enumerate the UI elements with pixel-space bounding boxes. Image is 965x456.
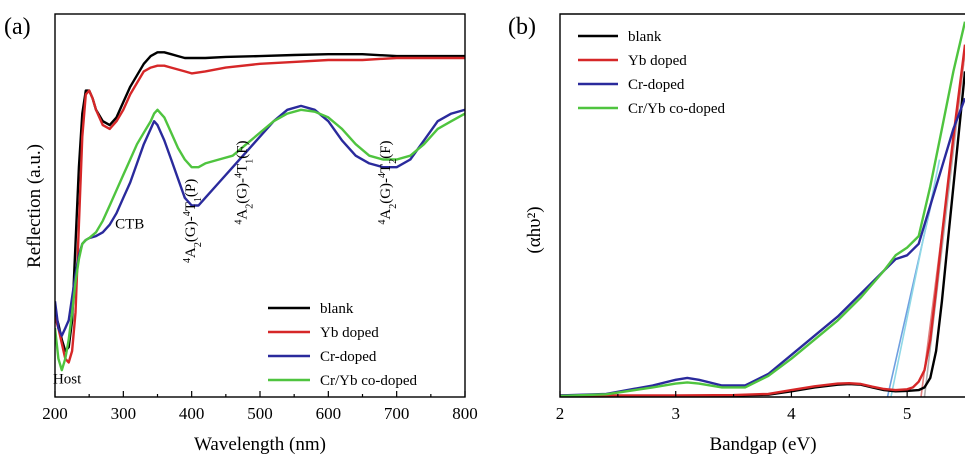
panel-b-tick-label-5: 5 [903,404,912,423]
panel-a-x-ticks: 200 300 400 500 600 700 800 [42,391,478,423]
panel-b-legend-label-cr-doped: Cr-doped [628,77,685,93]
panel-a-series-cr-yb-co-doped [55,108,465,372]
panel-b-tick-label-4: 4 [787,404,796,423]
panel-a-tick-label-800: 800 [452,404,478,423]
panel-b-series-cr-doped [560,97,965,397]
panel-b-legend-label-blank: blank [628,29,662,45]
panel-a-ylabel: Reflection (a.u.) [24,144,45,268]
panel-a-legend-label-cr-yb-co-doped: Cr/Yb co-doped [320,373,418,389]
panel-b-series-cr-yb-co-doped [560,21,965,397]
panel-b-series-blank [560,71,965,397]
panel-a-tick-label-600: 600 [316,404,342,423]
panel-a-annotation-host: Host [53,372,82,388]
panel-a-legend: blank Yb doped Cr-doped Cr/Yb co-doped [268,301,418,389]
panel-a-annotations: Host CTB 4A2(G)-4T1(P) 4A2(G)-4T1(F) 4A2(G)-… [53,140,398,387]
panel-a-tick-label-400: 400 [179,404,205,423]
panel-b-frame [559,13,965,398]
panel-a-frame [54,13,466,398]
panel-a-legend-label-cr-doped: Cr-doped [320,349,377,365]
panel-b-label: (b) [508,14,536,40]
panel-a-tick-label-500: 500 [247,404,273,423]
panel-b-tick-label-3: 3 [671,404,680,423]
panel-a-legend-label-yb-doped: Yb doped [320,325,379,341]
panel-a-legend-label-blank: blank [320,301,354,317]
panel-a-label: (a) [4,14,31,40]
panel-a-tick-label-700: 700 [384,404,410,423]
panel-a-tick-label-300: 300 [111,404,137,423]
panel-a-series-blank [55,51,465,353]
panel-b-legend-label-cr-yb-co-doped: Cr/Yb co-doped [628,101,726,117]
panel-b-series-yb-doped [560,44,965,397]
panel-a-series-yb-doped [55,56,465,364]
panel-a-annotation-ctb: CTB [115,216,144,232]
panel-a: (a) 200 300 400 500 600 700 800 Wavelength (nm… [4,13,478,455]
panel-a-xlabel: Wavelength (nm) [194,434,326,455]
panel-a-annotation-t1f: 4A2(G)-4T1(F) [233,140,255,224]
panel-b-tick-label-2: 2 [556,404,565,423]
panel-a-tick-label-200: 200 [42,404,68,423]
panel-b-plot-area [560,21,965,397]
panel-b-legend: blank Yb doped Cr-doped Cr/Yb co-doped [578,29,726,117]
panel-b-ylabel: (αhυ²) [524,206,545,253]
panel-b-legend-label-yb-doped: Yb doped [628,53,687,69]
panel-a-annotation-t2f: 4A2(G)-4T2(F) [376,140,398,224]
panel-a-plot-area [55,51,465,372]
panel-b: (b) 2 3 4 5 Bandgap (eV) (αhυ²) blank Yb dop… [508,13,965,455]
panel-a-annotation-t1p: 4A2(G)-4T1(P) [182,179,204,263]
panel-b-xlabel: Bandgap (eV) [709,434,816,455]
panel-b-x-ticks: 2 3 4 5 [556,391,912,423]
